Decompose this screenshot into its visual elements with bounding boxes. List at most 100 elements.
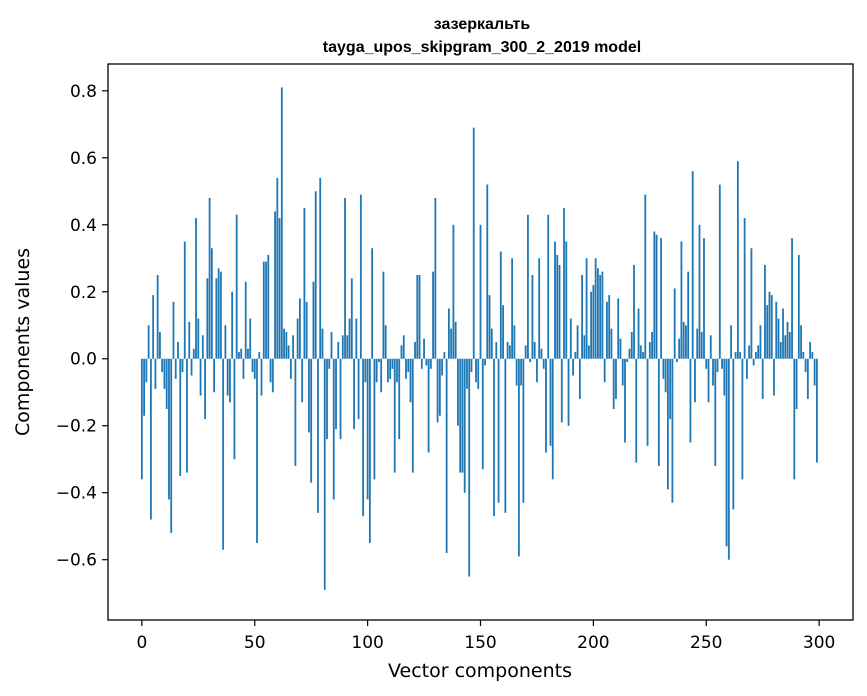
bar-0 bbox=[140, 358, 143, 480]
bar-205 bbox=[603, 358, 606, 383]
bar-156 bbox=[493, 358, 495, 517]
bar-242 bbox=[687, 271, 690, 359]
bar-265 bbox=[739, 352, 742, 359]
bar-10 bbox=[163, 358, 166, 389]
bar-227 bbox=[653, 231, 656, 359]
bar-25 bbox=[197, 318, 200, 359]
bar-184 bbox=[556, 254, 559, 359]
bar-298 bbox=[813, 358, 816, 386]
bar-126 bbox=[425, 358, 428, 366]
bar-46 bbox=[244, 281, 247, 359]
bar-133 bbox=[441, 358, 444, 376]
bar-240 bbox=[682, 321, 685, 359]
bar-210 bbox=[615, 358, 617, 399]
bar-190 bbox=[569, 318, 572, 359]
bar-110 bbox=[389, 358, 392, 379]
bar-199 bbox=[590, 291, 593, 359]
bar-160 bbox=[502, 305, 504, 359]
bar-15 bbox=[174, 358, 177, 379]
y-axis-label: Components values bbox=[12, 248, 34, 436]
bar-201 bbox=[594, 258, 597, 359]
bar-256 bbox=[718, 184, 721, 359]
bar-290 bbox=[795, 358, 798, 409]
bar-247 bbox=[698, 224, 701, 359]
y-tick-label-1: −0.4 bbox=[56, 484, 97, 504]
bar-48 bbox=[249, 318, 252, 359]
bar-40 bbox=[231, 291, 234, 359]
bar-24 bbox=[195, 218, 197, 359]
bar-287 bbox=[788, 331, 791, 359]
bar-113 bbox=[396, 358, 398, 383]
bar-26 bbox=[199, 358, 202, 396]
bar-157 bbox=[495, 342, 498, 359]
bar-143 bbox=[463, 358, 466, 493]
bar-251 bbox=[707, 358, 710, 403]
bar-241 bbox=[685, 325, 687, 359]
bar-45 bbox=[242, 358, 245, 379]
bar-144 bbox=[466, 358, 468, 389]
bar-80 bbox=[321, 328, 324, 359]
bar-97 bbox=[359, 194, 362, 359]
bar-159 bbox=[499, 251, 502, 359]
bar-185 bbox=[558, 264, 561, 359]
bar-39 bbox=[229, 358, 231, 403]
bar-280 bbox=[773, 358, 775, 396]
chart-title-line1: зазеркальть bbox=[434, 16, 531, 33]
bar-236 bbox=[673, 288, 676, 359]
bar-151 bbox=[481, 358, 484, 470]
bar-145 bbox=[468, 358, 471, 577]
y-tick-label-3: 0.0 bbox=[70, 350, 97, 370]
bar-213 bbox=[621, 358, 624, 386]
bar-62 bbox=[280, 87, 283, 359]
bar-82 bbox=[326, 358, 328, 440]
bar-297 bbox=[811, 352, 814, 359]
bar-243 bbox=[689, 358, 692, 443]
bar-146 bbox=[470, 358, 473, 373]
bar-230 bbox=[660, 238, 663, 359]
bar-14 bbox=[172, 301, 175, 359]
x-tick-label-0: 0 bbox=[136, 633, 147, 653]
bar-162 bbox=[506, 342, 509, 359]
bar-154 bbox=[488, 295, 491, 359]
bar-238 bbox=[678, 338, 681, 359]
bar-109 bbox=[387, 358, 389, 383]
x-tick-label-50: 50 bbox=[244, 633, 266, 653]
bar-152 bbox=[484, 358, 486, 366]
bar-75 bbox=[310, 358, 313, 483]
bar-54 bbox=[262, 261, 265, 359]
bar-50 bbox=[253, 358, 256, 379]
bar-166 bbox=[515, 358, 518, 386]
bar-85 bbox=[332, 358, 335, 500]
bar-181 bbox=[549, 358, 552, 446]
bar-52 bbox=[258, 352, 261, 359]
bar-76 bbox=[312, 281, 315, 359]
bar-267 bbox=[743, 218, 746, 359]
bar-273 bbox=[757, 345, 760, 359]
bar-168 bbox=[520, 358, 523, 386]
bar-65 bbox=[287, 345, 290, 359]
bar-196 bbox=[583, 335, 586, 359]
bar-94 bbox=[353, 358, 355, 430]
bar-125 bbox=[423, 338, 425, 359]
bar-30 bbox=[208, 197, 211, 359]
bar-38 bbox=[226, 358, 229, 396]
bar-214 bbox=[624, 358, 626, 443]
bar-116 bbox=[402, 335, 405, 359]
bar-130 bbox=[434, 197, 437, 359]
bar-132 bbox=[438, 358, 441, 416]
x-tick-label-300: 300 bbox=[803, 633, 835, 653]
bar-86 bbox=[335, 358, 337, 430]
bar-137 bbox=[450, 328, 453, 359]
bar-69 bbox=[296, 318, 299, 359]
bar-36 bbox=[222, 358, 225, 550]
bar-124 bbox=[420, 358, 423, 369]
bar-83 bbox=[328, 358, 331, 369]
bar-150 bbox=[479, 224, 482, 359]
bar-5 bbox=[152, 295, 155, 359]
bar-79 bbox=[319, 177, 322, 359]
bar-216 bbox=[628, 348, 631, 359]
y-tick-label-5: 0.4 bbox=[70, 216, 97, 236]
bar-7 bbox=[156, 275, 159, 359]
bar-171 bbox=[527, 214, 529, 359]
x-tick-label-150: 150 bbox=[464, 633, 496, 653]
